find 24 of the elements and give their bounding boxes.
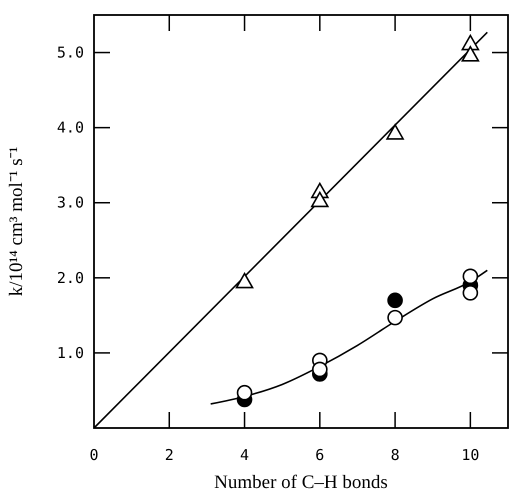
x-tick-label: 2 <box>164 446 174 464</box>
y-axis-title: k/10¹⁴ cm³ mol⁻¹ s⁻¹ <box>6 146 27 296</box>
point <box>462 34 480 50</box>
y-tick-label: 3.0 <box>56 194 84 212</box>
point <box>462 46 480 62</box>
point <box>387 310 403 326</box>
y-tick-label: 5.0 <box>56 44 84 62</box>
point <box>387 292 403 308</box>
x-tick-label: 6 <box>315 446 324 464</box>
y-tick-label: 4.0 <box>56 118 84 137</box>
x-tick-label: 4 <box>240 446 250 464</box>
point <box>236 384 252 401</box>
x-tick-label: 10 <box>461 446 480 464</box>
point <box>462 285 478 301</box>
y-tick-label: 2.0 <box>56 268 84 287</box>
x-tick-label: 8 <box>390 446 400 464</box>
y-tick-label: 1.0 <box>56 344 84 362</box>
point <box>311 192 329 208</box>
x-tick-label: 0 <box>89 446 99 464</box>
point <box>312 362 328 378</box>
point <box>386 124 404 140</box>
x-axis-title: Number of C–H bonds <box>214 472 388 493</box>
point <box>236 272 254 288</box>
point <box>462 268 478 284</box>
